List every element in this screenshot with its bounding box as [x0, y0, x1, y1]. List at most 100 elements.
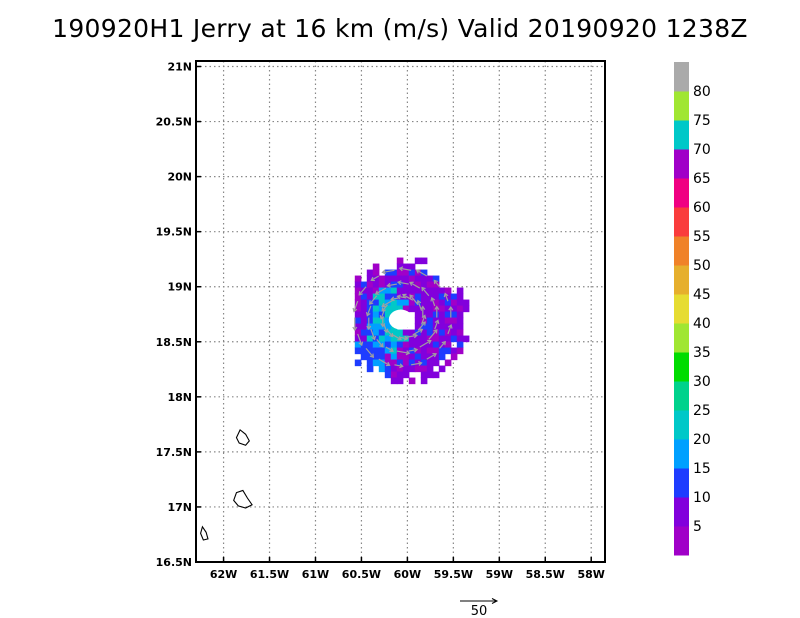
wind-vector	[392, 334, 402, 341]
wind-cell	[372, 353, 380, 361]
wind-vector	[426, 353, 437, 360]
wind-cell	[378, 293, 386, 301]
wind-vector	[370, 275, 380, 281]
wind-cell	[360, 323, 368, 331]
colorbar-label: 60	[693, 200, 711, 216]
wind-vector	[391, 297, 400, 300]
wind-cell	[414, 335, 422, 343]
wind-cell	[426, 323, 434, 331]
y-tick-label: 20.5N	[156, 116, 192, 129]
wind-vector-head	[433, 329, 438, 334]
wind-cell	[366, 329, 374, 337]
wind-cell	[360, 281, 368, 289]
wind-cell	[414, 257, 422, 265]
wind-vector	[376, 339, 384, 348]
wind-cell	[402, 287, 410, 295]
wind-cell	[354, 359, 362, 367]
wind-cell	[456, 305, 464, 313]
wind-vector	[381, 304, 388, 312]
colorbar-label: 30	[693, 374, 711, 390]
wind-cell	[450, 335, 458, 343]
wind-cell	[366, 293, 374, 301]
wind-cell	[402, 281, 410, 289]
wind-vector-head	[379, 315, 385, 320]
colorbar-box	[674, 410, 689, 440]
wind-cell	[396, 257, 404, 265]
wind-vector-head	[381, 302, 386, 308]
wind-cell	[438, 299, 446, 307]
wind-cell	[450, 317, 458, 325]
wind-cell	[366, 365, 374, 373]
wind-cell	[438, 287, 446, 295]
wind-vector-head	[381, 307, 386, 312]
wind-vector-head	[365, 311, 371, 317]
colorbar-label: 70	[693, 142, 711, 158]
wind-vector-head	[390, 296, 395, 302]
wind-cell	[396, 353, 404, 361]
wind-cell	[438, 323, 446, 331]
wind-cell	[420, 365, 428, 373]
wind-cell	[426, 275, 434, 283]
wind-vector-head	[383, 328, 389, 334]
wind-cell	[390, 371, 398, 379]
wind-cell	[420, 335, 428, 343]
wind-cell	[354, 329, 362, 337]
wind-vector-head	[413, 333, 418, 339]
wind-cell	[444, 317, 452, 325]
wind-vector-head	[380, 323, 386, 328]
wind-vector	[396, 350, 410, 354]
wind-vector	[385, 346, 394, 352]
wind-cell	[378, 317, 386, 325]
wind-cell	[402, 305, 410, 313]
wind-cell	[390, 269, 398, 277]
wind-cell	[390, 365, 398, 373]
colorbar-box	[674, 91, 689, 121]
wind-cell	[432, 311, 440, 319]
wind-vector	[370, 328, 376, 340]
colorbar: 5 10 15 20 25 30 35 40 45 50 55 60 65 70 75 80	[674, 62, 711, 556]
wind-vector-head	[415, 269, 421, 274]
wind-cell	[432, 359, 440, 367]
wind-cell	[420, 281, 428, 289]
wind-vector-head	[371, 335, 377, 341]
wind-cell	[450, 311, 458, 319]
wind-vector	[383, 324, 388, 333]
colorbar-box	[674, 352, 689, 382]
reference-arrow-head	[491, 598, 499, 604]
wind-cell	[354, 311, 362, 319]
wind-cell	[426, 341, 434, 349]
wind-cell	[360, 299, 368, 307]
wind-cell	[366, 353, 374, 361]
wind-vector	[353, 300, 359, 312]
wind-cell	[414, 305, 422, 313]
wind-cell	[360, 335, 368, 343]
wind-cell	[426, 371, 434, 379]
wind-cell	[402, 329, 410, 337]
wind-cell	[450, 353, 458, 361]
wind-vector-head	[399, 363, 404, 369]
wind-cell	[414, 311, 422, 319]
colorbar-box	[674, 207, 689, 237]
wind-cell	[384, 311, 392, 319]
wind-cell	[426, 359, 434, 367]
wind-cell	[414, 353, 422, 361]
wind-cell	[426, 287, 434, 295]
wind-vector-head	[405, 350, 411, 356]
wind-cell	[450, 299, 458, 307]
wind-cell	[402, 347, 410, 355]
y-tick-label: 21N	[167, 61, 192, 74]
wind-cell	[378, 353, 386, 361]
colorbar-box	[674, 236, 689, 266]
wind-cell	[384, 323, 392, 331]
wind-cell	[390, 335, 398, 343]
wind-vector	[399, 336, 408, 340]
wind-cell	[432, 347, 440, 355]
colorbar-box	[674, 149, 689, 179]
wind-cell	[390, 347, 398, 355]
wind-vector-head	[402, 293, 407, 299]
wind-cell	[366, 341, 374, 349]
colorbar-box	[674, 265, 689, 295]
wind-cell	[384, 347, 392, 355]
wind-vector	[431, 297, 436, 307]
